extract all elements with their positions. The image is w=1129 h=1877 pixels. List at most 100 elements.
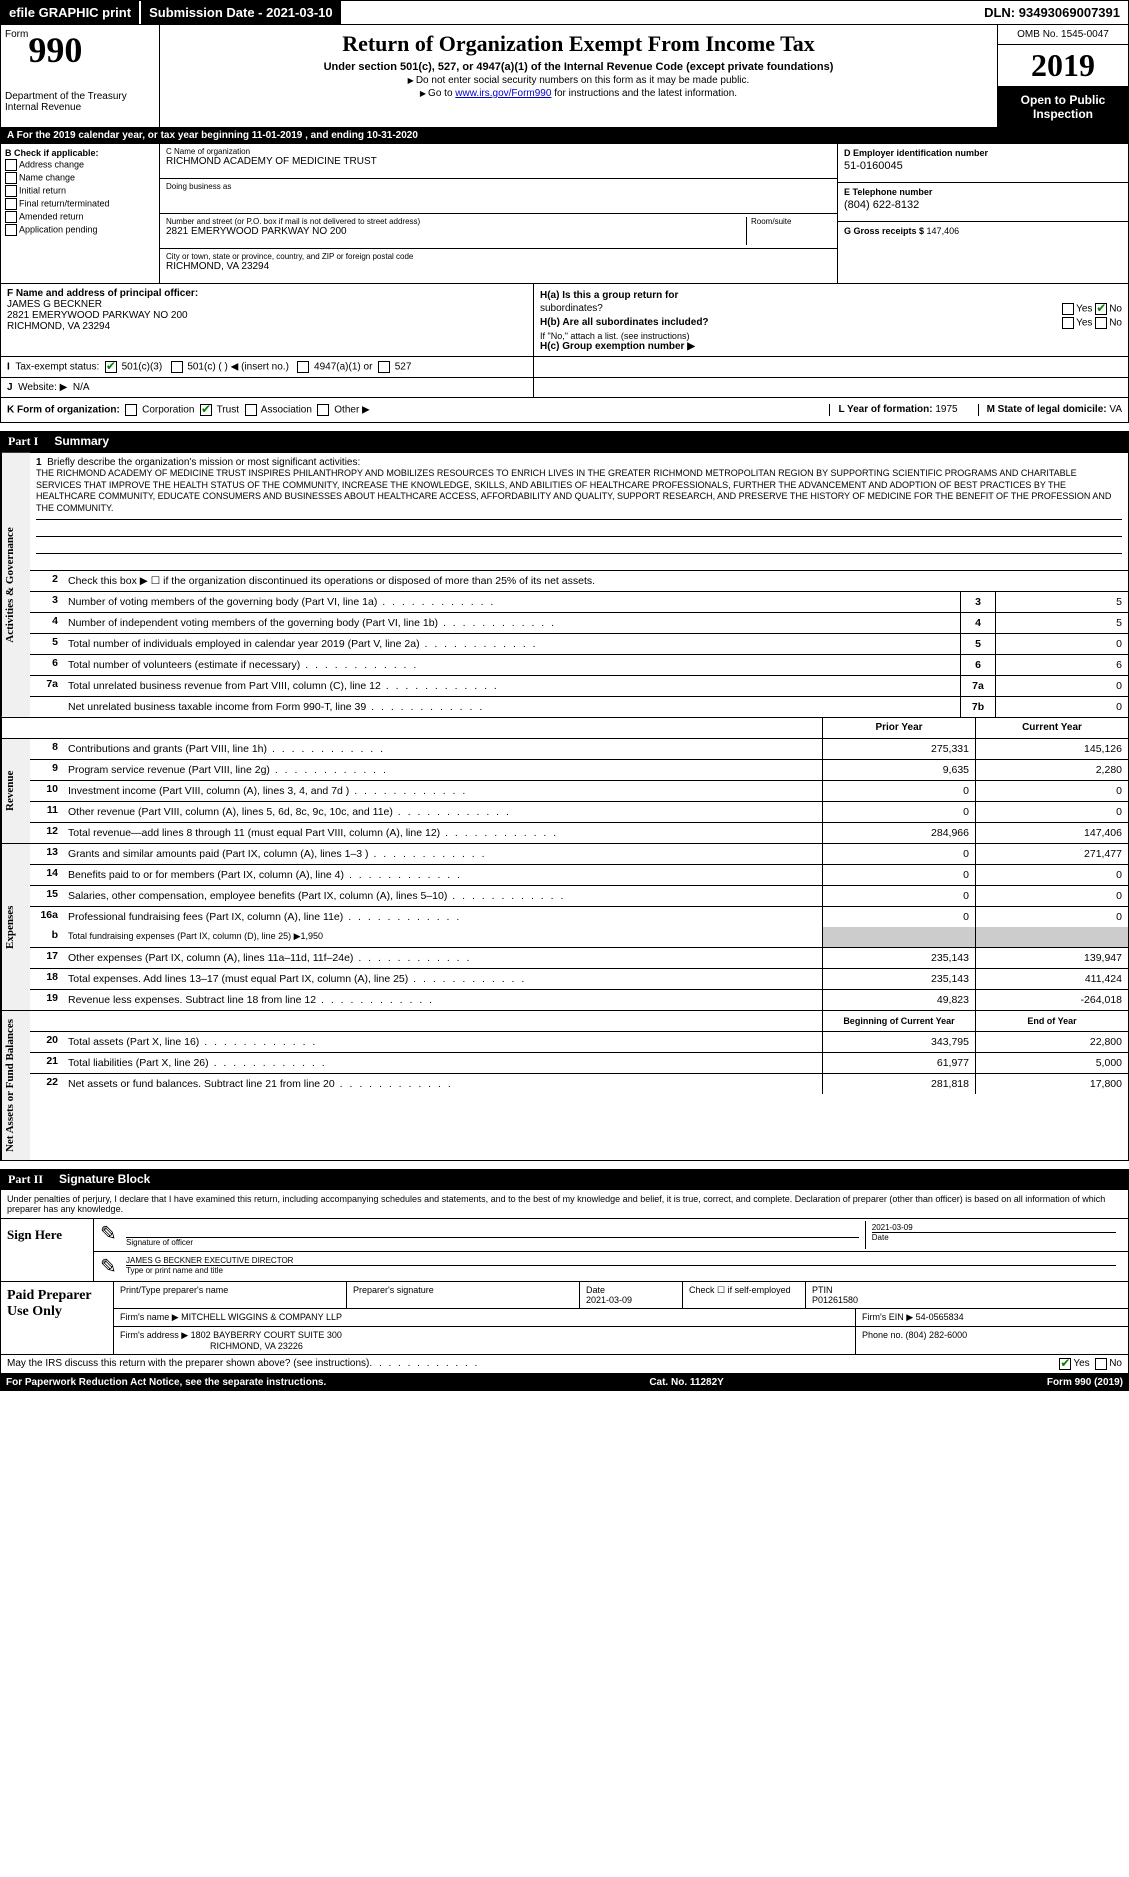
table-row: 4 Number of independent voting members o… [30,613,1128,634]
pen-icon: ✎ [100,1254,120,1279]
header-center: Return of Organization Exempt From Incom… [160,25,997,127]
check-amended-return[interactable]: Amended return [5,211,155,223]
telephone: (804) 622-8132 [844,197,1122,211]
firm-ein: 54-0565834 [916,1312,964,1322]
check-application-pending[interactable]: Application pending [5,224,155,236]
state-domicile: VA [1109,404,1122,415]
table-row: 12 Total revenue—add lines 8 through 11 … [30,823,1128,843]
netassets-header: Net Assets or Fund Balances Beginning of… [0,1011,1129,1161]
table-row: 22 Net assets or fund balances. Subtract… [30,1074,1128,1094]
hb-yes-checkbox[interactable] [1062,317,1074,329]
activities-tab: Activities & Governance [1,453,30,717]
header-right: OMB No. 1545-0047 2019 Open to Public In… [997,25,1128,127]
check-initial-return[interactable]: Initial return [5,185,155,197]
line-1: 1 Briefly describe the organization's mi… [30,453,1128,570]
dln: DLN: 93493069007391 [976,1,1128,24]
check-name-change[interactable]: Name change [5,172,155,184]
paid-preparer-label: Paid Preparer Use Only [1,1282,114,1354]
omb-number: OMB No. 1545-0047 [998,25,1128,45]
ein: 51-0160045 [844,158,1122,172]
firm-addr1: 1802 BAYBERRY COURT SUITE 300 [191,1330,342,1340]
perjury-statement: Under penalties of perjury, I declare th… [1,1190,1128,1218]
street-address: 2821 EMERYWOOD PARKWAY NO 200 [166,226,746,237]
officer-addr2: RICHMOND, VA 23294 [7,321,527,332]
arrow-icon [420,88,428,99]
website-value: N/A [73,382,90,393]
sig-date: 2021-03-09 [872,1223,1116,1232]
table-row: Net unrelated business taxable income fr… [30,697,1128,717]
netassets-tab: Net Assets or Fund Balances [1,1011,30,1160]
table-row: 21 Total liabilities (Part X, line 26) 6… [30,1053,1128,1074]
year-formation: 1975 [935,404,957,415]
table-row: 20 Total assets (Part X, line 16) 343,79… [30,1032,1128,1053]
firm-addr2: RICHMOND, VA 23226 [210,1341,303,1351]
discuss-no-checkbox[interactable] [1095,1358,1107,1370]
form-header: Form990 Department of the Treasury Inter… [0,25,1129,128]
table-row: 10 Investment income (Part VIII, column … [30,781,1128,802]
info-block: B Check if applicable: Address change Na… [0,144,1129,284]
table-row: 5 Total number of individuals employed i… [30,634,1128,655]
row-klm: K Form of organization: Corporation Trus… [0,398,1129,423]
form-990-page: efile GRAPHIC print Submission Date - 20… [0,0,1129,1391]
activities-section: Activities & Governance 1 Briefly descri… [0,452,1129,718]
corp-checkbox[interactable] [125,404,137,416]
arrow-icon [408,75,416,86]
501c-checkbox[interactable] [171,361,183,373]
discuss-yes-checkbox[interactable] [1059,1358,1071,1370]
trust-checkbox[interactable] [200,404,212,416]
table-row: 16a Professional fundraising fees (Part … [30,907,1128,927]
table-row: 18 Total expenses. Add lines 13–17 (must… [30,969,1128,990]
section-fh: F Name and address of principal officer:… [0,284,1129,357]
sign-here-label: Sign Here [1,1219,94,1281]
check-final-return[interactable]: Final return/terminated [5,198,155,210]
page-footer: For Paperwork Reduction Act Notice, see … [0,1374,1129,1391]
row-j: J Website: ▶ N/A [0,378,1129,398]
table-row: 6 Total number of volunteers (estimate i… [30,655,1128,676]
ha-yes-checkbox[interactable] [1062,303,1074,315]
paid-preparer-block: Paid Preparer Use Only Print/Type prepar… [0,1282,1129,1355]
table-row: 15 Salaries, other compensation, employe… [30,886,1128,907]
table-row: 8 Contributions and grants (Part VIII, l… [30,739,1128,760]
table-row: 14 Benefits paid to or for members (Part… [30,865,1128,886]
preparer-date: 2021-03-09 [586,1295,632,1305]
part2-header: Part II Signature Block [0,1169,1129,1190]
top-bar: efile GRAPHIC print Submission Date - 20… [0,0,1129,25]
expenses-tab: Expenses [1,844,30,1010]
table-row: 7a Total unrelated business revenue from… [30,676,1128,697]
open-inspection: Open to Public Inspection [998,87,1128,127]
expenses-section: Expenses 13 Grants and similar amounts p… [0,844,1129,1011]
irs-link[interactable]: www.irs.gov/Form990 [455,88,551,99]
assoc-checkbox[interactable] [245,404,257,416]
city-state-zip: RICHMOND, VA 23294 [166,261,831,272]
revexp-header: b Prior Year Current Year [0,718,1129,739]
form-number: 990 [28,30,82,70]
501c3-checkbox[interactable] [105,361,117,373]
hb-no-checkbox[interactable] [1095,317,1107,329]
ha-no-checkbox[interactable] [1095,303,1107,315]
submission-date: Submission Date - 2021-03-10 [139,1,341,24]
527-checkbox[interactable] [378,361,390,373]
org-name: RICHMOND ACADEMY OF MEDICINE TRUST [166,156,831,167]
box-c: C Name of organization RICHMOND ACADEMY … [160,144,838,283]
dept-treasury: Department of the Treasury [5,91,155,102]
row-a-tax-year: A For the 2019 calendar year, or tax yea… [0,128,1129,144]
check-address-change[interactable]: Address change [5,159,155,171]
discuss-question: May the IRS discuss this return with the… [0,1355,1129,1374]
pen-icon: ✎ [100,1221,120,1249]
mission-text: THE RICHMOND ACADEMY OF MEDICINE TRUST I… [36,468,1122,515]
officer-name: JAMES G BECKNER [7,299,527,310]
gross-receipts: 147,406 [927,226,960,236]
revenue-tab: Revenue [1,739,30,843]
officer-print-name: JAMES G BECKNER EXECUTIVE DIRECTOR [126,1256,1116,1265]
form-title: Return of Organization Exempt From Incom… [166,31,991,57]
tax-year: 2019 [998,45,1128,87]
other-checkbox[interactable] [317,404,329,416]
ptin: P01261580 [812,1295,858,1305]
efile-label: efile GRAPHIC print [1,1,139,24]
box-f: F Name and address of principal officer:… [1,284,534,356]
table-row: 19 Revenue less expenses. Subtract line … [30,990,1128,1010]
irs-label: Internal Revenue [5,102,155,113]
box-deg: D Employer identification number 51-0160… [838,144,1128,283]
4947-checkbox[interactable] [297,361,309,373]
table-row: 13 Grants and similar amounts paid (Part… [30,844,1128,865]
